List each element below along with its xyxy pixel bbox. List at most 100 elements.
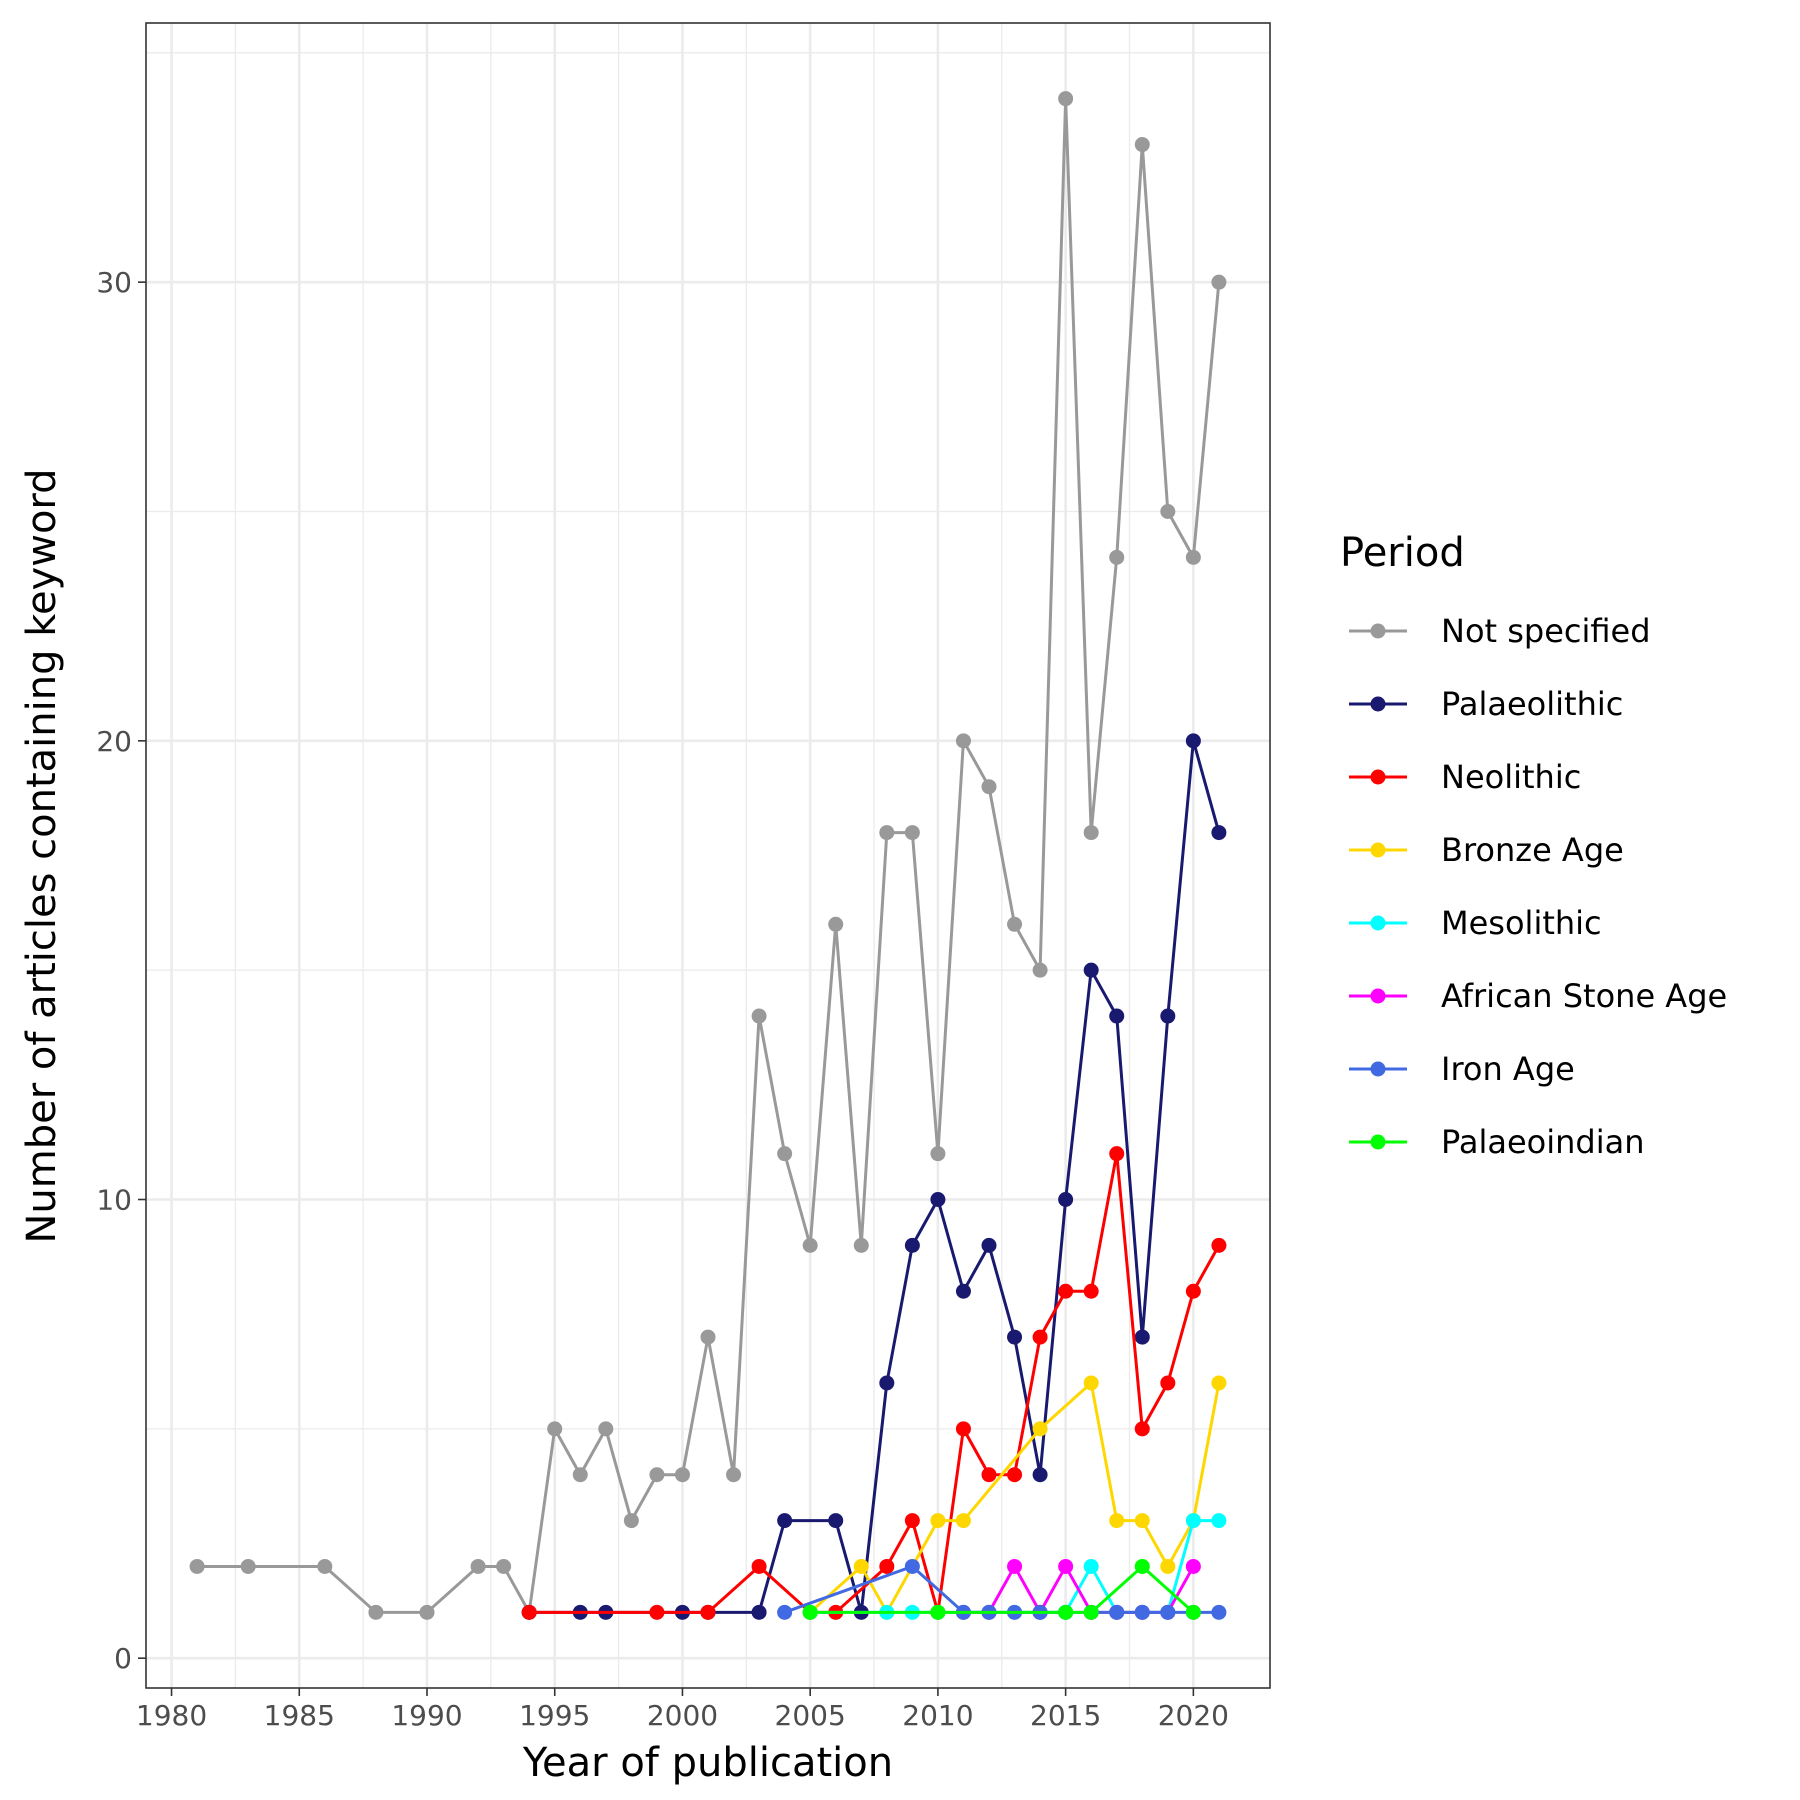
data-point-bronze-age (1134, 1513, 1150, 1529)
data-point-bronze-age (1160, 1558, 1176, 1574)
data-point-bronze-age (1083, 1375, 1099, 1391)
grid-major (146, 23, 1270, 1688)
data-point-neolithic (1058, 1283, 1074, 1299)
data-point-not-specified (904, 825, 920, 841)
x-tick-label: 2005 (775, 1699, 846, 1732)
plot-panel-border (145, 22, 1271, 1689)
data-point-iron-age (1211, 1604, 1227, 1620)
x-tick-label: 1990 (391, 1699, 462, 1732)
data-point-palaeolithic (1185, 733, 1201, 749)
data-point-not-specified (419, 1604, 435, 1620)
data-point-neolithic (879, 1558, 895, 1574)
data-point-bronze-age (1211, 1375, 1227, 1391)
legend-key-point (1370, 988, 1386, 1004)
data-point-iron-age (1160, 1604, 1176, 1620)
legend-label: African Stone Age (1441, 977, 1727, 1015)
data-point-not-specified (598, 1421, 614, 1437)
data-point-not-specified (1058, 91, 1074, 107)
legend-key-point (1370, 1134, 1386, 1150)
data-point-african-stone-age (1007, 1558, 1023, 1574)
data-point-not-specified (674, 1467, 690, 1483)
data-point-palaeolithic (1160, 1008, 1176, 1024)
data-point-bronze-age (930, 1513, 946, 1529)
x-axis-title: Year of publication (522, 1740, 893, 1786)
data-point-not-specified (751, 1008, 767, 1024)
x-tick-label: 2020 (1158, 1699, 1229, 1732)
legend-item-bronze-age: Bronze Age (1349, 831, 1624, 869)
series-layer (189, 91, 1227, 1620)
legend-item-iron-age: Iron Age (1349, 1050, 1575, 1088)
data-point-palaeoindian (1058, 1604, 1074, 1620)
data-point-palaeolithic (1109, 1008, 1125, 1024)
data-point-not-specified (1160, 503, 1176, 519)
y-tick-label: 20 (96, 725, 132, 758)
legend-label: Palaeolithic (1441, 685, 1623, 723)
data-point-not-specified (547, 1421, 563, 1437)
y-tick-label: 0 (114, 1642, 132, 1675)
data-point-palaeolithic (1058, 1192, 1074, 1208)
data-point-neolithic (649, 1604, 665, 1620)
data-point-palaeolithic (904, 1237, 920, 1253)
data-point-palaeoindian (1185, 1604, 1201, 1620)
data-point-not-specified (1109, 549, 1125, 565)
data-point-not-specified (1083, 825, 1099, 841)
legend-item-neolithic: Neolithic (1349, 758, 1581, 796)
data-point-not-specified (828, 916, 844, 932)
data-point-neolithic (1185, 1283, 1201, 1299)
x-tick-label: 1995 (519, 1699, 590, 1732)
data-point-neolithic (521, 1604, 537, 1620)
data-point-not-specified (317, 1558, 333, 1574)
data-point-neolithic (1083, 1283, 1099, 1299)
data-point-not-specified (1032, 962, 1048, 978)
data-point-not-specified (1134, 137, 1150, 153)
legend-label: Palaeoindian (1441, 1123, 1645, 1161)
legend-title: Period (1340, 530, 1465, 576)
data-point-bronze-age (853, 1558, 869, 1574)
data-point-palaeolithic (981, 1237, 997, 1253)
data-point-neolithic (1032, 1329, 1048, 1345)
data-point-neolithic (904, 1513, 920, 1529)
data-point-not-specified (930, 1146, 946, 1162)
data-point-palaeolithic (930, 1192, 946, 1208)
series-line-palaeoindian (810, 1564, 1195, 1614)
data-point-neolithic (751, 1558, 767, 1574)
data-point-not-specified (802, 1237, 818, 1253)
data-point-neolithic (981, 1467, 997, 1483)
data-point-iron-age (1134, 1604, 1150, 1620)
data-point-mesolithic (1185, 1513, 1201, 1529)
legend-item-not-specified: Not specified (1349, 612, 1651, 650)
data-point-palaeolithic (1211, 825, 1227, 841)
data-point-not-specified (470, 1558, 486, 1574)
data-point-neolithic (955, 1421, 971, 1437)
legend-key-point (1370, 769, 1386, 785)
x-tick-label: 1980 (136, 1699, 207, 1732)
x-tick-label: 2015 (1030, 1699, 1101, 1732)
legend-item-african-stone-age: African Stone Age (1349, 977, 1727, 1015)
grid-minor (146, 23, 1270, 1688)
data-point-neolithic (1160, 1375, 1176, 1391)
data-point-palaeolithic (751, 1604, 767, 1620)
legend-key-point (1370, 915, 1386, 931)
data-point-mesolithic (1211, 1513, 1227, 1529)
data-point-palaeoindian (930, 1604, 946, 1620)
data-point-bronze-age (1032, 1421, 1048, 1437)
data-point-not-specified (981, 779, 997, 795)
legend-label: Bronze Age (1441, 831, 1624, 869)
x-tick-label: 2000 (647, 1699, 718, 1732)
data-point-palaeolithic (955, 1283, 971, 1299)
data-point-not-specified (726, 1467, 742, 1483)
data-point-mesolithic (1083, 1558, 1099, 1574)
data-point-palaeoindian (1083, 1604, 1099, 1620)
series-palaeoindian (802, 1558, 1201, 1620)
y-tick-label: 30 (96, 266, 132, 299)
data-point-iron-age (904, 1558, 920, 1574)
data-point-palaeolithic (828, 1513, 844, 1529)
data-point-palaeolithic (1083, 962, 1099, 978)
data-point-palaeolithic (777, 1513, 793, 1529)
data-point-neolithic (700, 1604, 716, 1620)
data-point-palaeoindian (802, 1604, 818, 1620)
data-point-neolithic (1109, 1146, 1125, 1162)
data-point-not-specified (879, 825, 895, 841)
